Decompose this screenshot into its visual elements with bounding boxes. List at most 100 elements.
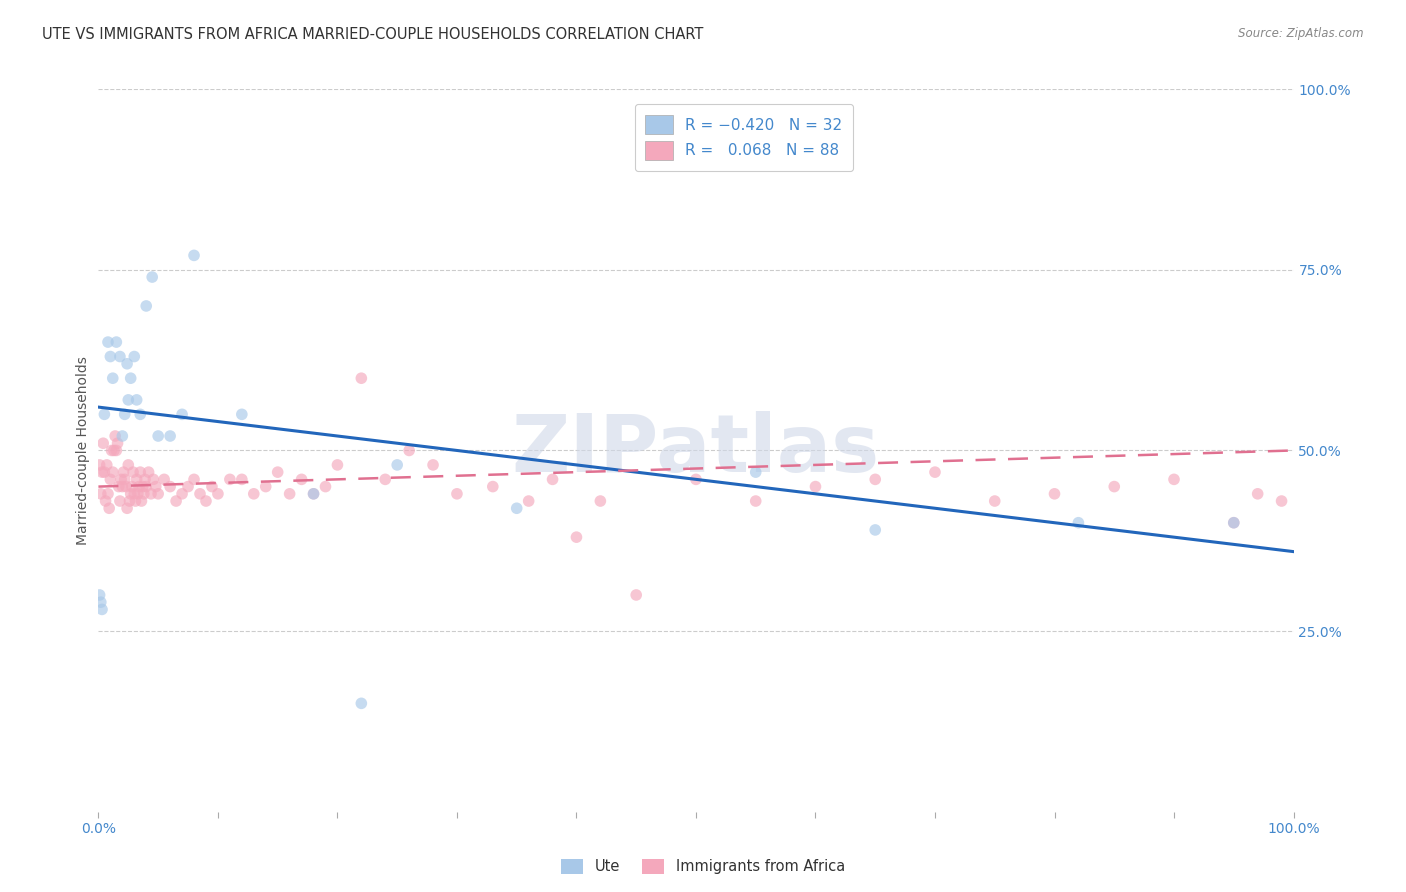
- Point: [110, 472, 132, 486]
- Point: [172, 407, 194, 421]
- Point: [148, 429, 170, 443]
- Point: [117, 392, 139, 407]
- Point: [111, 480, 134, 494]
- Point: [1104, 480, 1126, 494]
- Point: [231, 472, 253, 486]
- Point: [159, 480, 181, 494]
- Point: [1223, 516, 1246, 530]
- Point: [91, 602, 114, 616]
- Point: [142, 472, 165, 486]
- Point: [97, 487, 120, 501]
- Point: [804, 480, 827, 494]
- Point: [124, 350, 146, 364]
- Point: [350, 696, 373, 710]
- Point: [101, 371, 124, 385]
- Point: [278, 487, 301, 501]
- Point: [89, 588, 111, 602]
- Point: [159, 429, 181, 443]
- Point: [1163, 472, 1185, 486]
- Point: [422, 458, 444, 472]
- Point: [1223, 516, 1246, 530]
- Point: [243, 487, 266, 501]
- Text: Source: ZipAtlas.com: Source: ZipAtlas.com: [1239, 27, 1364, 40]
- Point: [1247, 487, 1270, 501]
- Point: [141, 270, 163, 285]
- Point: [315, 480, 337, 494]
- Text: ZIPatlas: ZIPatlas: [512, 411, 880, 490]
- Point: [201, 480, 224, 494]
- Point: [1271, 494, 1294, 508]
- Point: [1067, 516, 1090, 530]
- Point: [98, 350, 122, 364]
- Point: [865, 472, 887, 486]
- Point: [112, 465, 135, 479]
- Point: [195, 494, 218, 508]
- Point: [108, 350, 131, 364]
- Point: [90, 487, 112, 501]
- Point: [153, 472, 176, 486]
- Point: [89, 458, 111, 472]
- Point: [93, 407, 115, 421]
- Point: [183, 472, 205, 486]
- Point: [93, 465, 115, 479]
- Point: [114, 407, 136, 421]
- Point: [125, 392, 148, 407]
- Point: [91, 465, 114, 479]
- Point: [107, 480, 129, 494]
- Point: [350, 371, 373, 385]
- Point: [177, 480, 200, 494]
- Point: [134, 472, 156, 486]
- Point: [103, 443, 125, 458]
- Point: [104, 429, 127, 443]
- Point: [924, 465, 946, 479]
- Legend: Ute, Immigrants from Africa: Ute, Immigrants from Africa: [555, 853, 851, 880]
- Point: [108, 494, 131, 508]
- Point: [188, 487, 211, 501]
- Point: [326, 458, 349, 472]
- Point: [132, 487, 155, 501]
- Point: [101, 465, 124, 479]
- Point: [302, 487, 325, 501]
- Point: [120, 487, 142, 501]
- Point: [374, 472, 396, 486]
- Point: [385, 458, 409, 472]
- Point: [129, 407, 152, 421]
- Point: [131, 494, 153, 508]
- Point: [115, 501, 138, 516]
- Point: [98, 501, 121, 516]
- Point: [626, 588, 648, 602]
- Point: [124, 494, 146, 508]
- Point: [105, 334, 128, 349]
- Point: [291, 472, 314, 486]
- Point: [865, 523, 887, 537]
- Point: [117, 458, 139, 472]
- Point: [506, 501, 529, 516]
- Point: [254, 480, 277, 494]
- Point: [105, 443, 128, 458]
- Point: [685, 472, 707, 486]
- Point: [481, 480, 505, 494]
- Point: [111, 429, 134, 443]
- Point: [172, 487, 194, 501]
- Point: [122, 465, 145, 479]
- Point: [165, 494, 187, 508]
- Point: [183, 248, 205, 262]
- Point: [121, 480, 143, 494]
- Point: [231, 407, 253, 421]
- Point: [128, 480, 150, 494]
- Point: [107, 436, 129, 450]
- Point: [219, 472, 242, 486]
- Point: [745, 465, 768, 479]
- Point: [139, 487, 162, 501]
- Y-axis label: Married-couple Households: Married-couple Households: [76, 356, 90, 545]
- Point: [541, 472, 564, 486]
- Point: [446, 487, 468, 501]
- Point: [97, 334, 120, 349]
- Point: [118, 494, 141, 508]
- Point: [135, 299, 157, 313]
- Point: [96, 458, 118, 472]
- Point: [302, 487, 325, 501]
- Point: [125, 472, 148, 486]
- Point: [984, 494, 1007, 508]
- Point: [90, 595, 112, 609]
